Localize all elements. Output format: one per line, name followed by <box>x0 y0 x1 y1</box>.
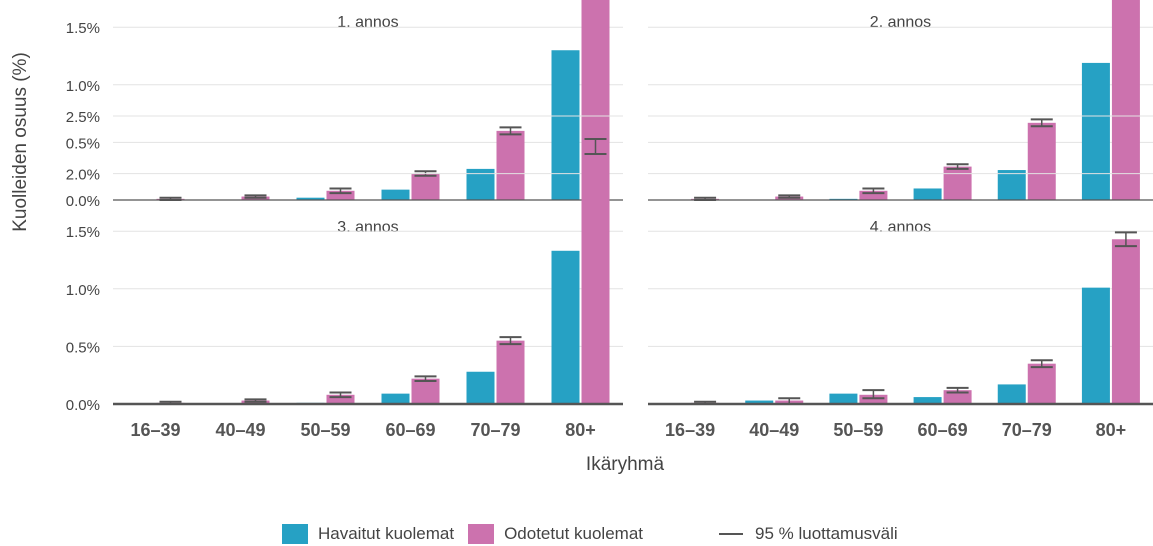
bar-expected <box>411 173 440 200</box>
y-tick-label: 2.0% <box>66 167 100 184</box>
x-tick-label: 50–59 <box>833 420 883 440</box>
x-tick-label: 70–79 <box>1002 420 1052 440</box>
y-tick-label: 0.0% <box>66 397 100 414</box>
legend-expected-label: Odotetut kuolemat <box>504 524 643 543</box>
bar-observed <box>1081 62 1110 200</box>
x-tick-label: 16–39 <box>130 420 180 440</box>
y-tick-label: 1.5% <box>66 20 100 37</box>
x-tick-label: 40–49 <box>749 420 799 440</box>
legend: Havaitut kuolemat Odotetut kuolemat 95 %… <box>282 524 898 544</box>
y-tick-label: 0.5% <box>66 135 100 152</box>
bar-expected <box>1111 0 1140 200</box>
legend-ci: 95 % luottamusväli <box>719 524 898 544</box>
bar-observed <box>997 170 1026 200</box>
panel-title: 1. annos <box>337 14 398 31</box>
panel-title: 4. annos <box>870 219 931 236</box>
bar-expected <box>326 190 355 200</box>
bar-observed <box>745 400 774 404</box>
y-axis-label: Kuolleiden osuus (%) <box>10 52 31 232</box>
legend-observed-label: Havaitut kuolemat <box>318 524 455 543</box>
bar-observed <box>829 393 858 404</box>
legend-ci-label: 95 % luottamusväli <box>755 524 898 543</box>
y-tick-label: 1.5% <box>66 224 100 241</box>
bar-expected <box>859 190 888 200</box>
legend-observed: Havaitut kuolemat <box>282 524 454 544</box>
bar-expected <box>496 130 525 200</box>
bar-expected <box>496 340 525 404</box>
x-tick-label: 50–59 <box>300 420 350 440</box>
bar-observed <box>997 384 1026 404</box>
legend-expected-swatch <box>468 524 495 544</box>
x-tick-label: 16–39 <box>665 420 715 440</box>
bar-expected <box>1027 363 1056 404</box>
bar-observed <box>381 189 410 200</box>
y-tick-label: 1.0% <box>66 78 100 95</box>
bar-observed <box>1081 287 1110 404</box>
bar-observed <box>381 393 410 404</box>
y-tick-label: 1.0% <box>66 282 100 299</box>
bar-expected <box>1027 122 1056 200</box>
bar-observed <box>913 188 942 200</box>
bar-expected <box>859 394 888 404</box>
legend-ci-line <box>719 533 743 535</box>
bar-observed <box>296 197 325 200</box>
bar-expected <box>943 166 972 200</box>
panel-title: 3. annos <box>337 219 398 236</box>
bar-observed <box>466 371 495 404</box>
x-tick-label: 40–49 <box>215 420 265 440</box>
x-tick-label: 80+ <box>1096 420 1127 440</box>
y-tick-label: 0.5% <box>66 339 100 356</box>
y-tick-label: 2.5% <box>66 109 100 126</box>
x-tick-label: 80+ <box>565 420 596 440</box>
bar-expected <box>411 378 440 404</box>
bar-expected <box>326 394 355 404</box>
panel-title: 2. annos <box>870 14 931 31</box>
x-tick-label: 70–79 <box>470 420 520 440</box>
x-axis-label: Ikäryhmä <box>586 454 665 475</box>
x-tick-label: 60–69 <box>385 420 435 440</box>
x-tick-label: 60–69 <box>918 420 968 440</box>
bar-observed <box>913 397 942 404</box>
bar-expected <box>943 390 972 404</box>
legend-expected: Odotetut kuolemat <box>468 524 643 544</box>
y-tick-label: 0.0% <box>66 193 100 210</box>
legend-observed-swatch <box>282 524 308 544</box>
bar-observed <box>551 250 580 404</box>
bar-expected <box>1111 239 1140 404</box>
bar-expected <box>581 147 610 404</box>
bar-observed <box>551 50 580 200</box>
